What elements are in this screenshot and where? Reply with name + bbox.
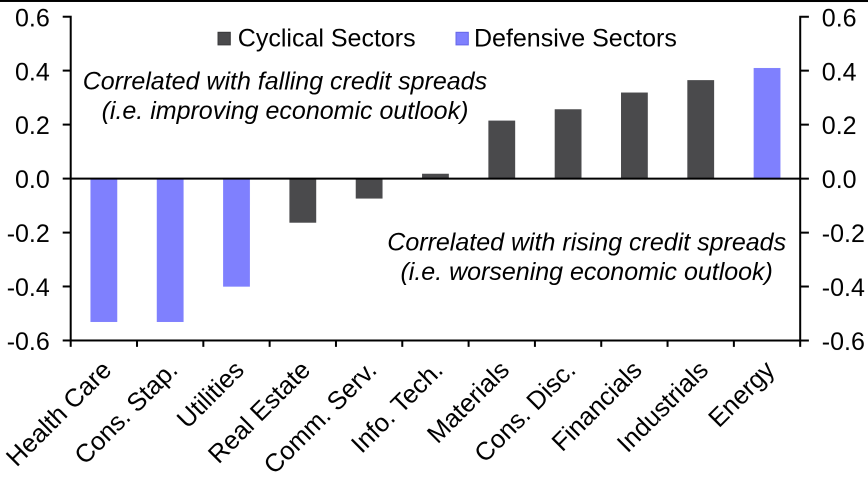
svg-text:(i.e. worsening economic outlo: (i.e. worsening economic outlook) (400, 258, 772, 286)
svg-text:-0.4: -0.4 (822, 274, 865, 302)
svg-text:0.0: 0.0 (822, 166, 857, 194)
svg-text:0.4: 0.4 (15, 58, 50, 86)
svg-text:-0.2: -0.2 (7, 220, 50, 248)
svg-text:0.2: 0.2 (822, 112, 857, 140)
svg-text:Correlated with falling credit: Correlated with falling credit spreads (83, 67, 487, 95)
svg-text:-0.6: -0.6 (7, 328, 50, 356)
svg-text:Cyclical Sectors: Cyclical Sectors (238, 24, 416, 52)
svg-text:-0.6: -0.6 (822, 328, 865, 356)
svg-text:Correlated with rising credit: Correlated with rising credit spreads (387, 229, 786, 257)
svg-text:0.4: 0.4 (822, 58, 857, 86)
svg-text:0.2: 0.2 (15, 112, 50, 140)
svg-text:0.0: 0.0 (15, 166, 50, 194)
svg-text:0.6: 0.6 (822, 4, 857, 32)
svg-text:(i.e. improving economic outlo: (i.e. improving economic outlook) (102, 97, 469, 125)
svg-text:-0.4: -0.4 (7, 274, 50, 302)
svg-text:Defensive Sectors: Defensive Sectors (474, 25, 677, 53)
svg-text:0.6: 0.6 (15, 4, 50, 32)
svg-text:-0.2: -0.2 (822, 220, 865, 248)
